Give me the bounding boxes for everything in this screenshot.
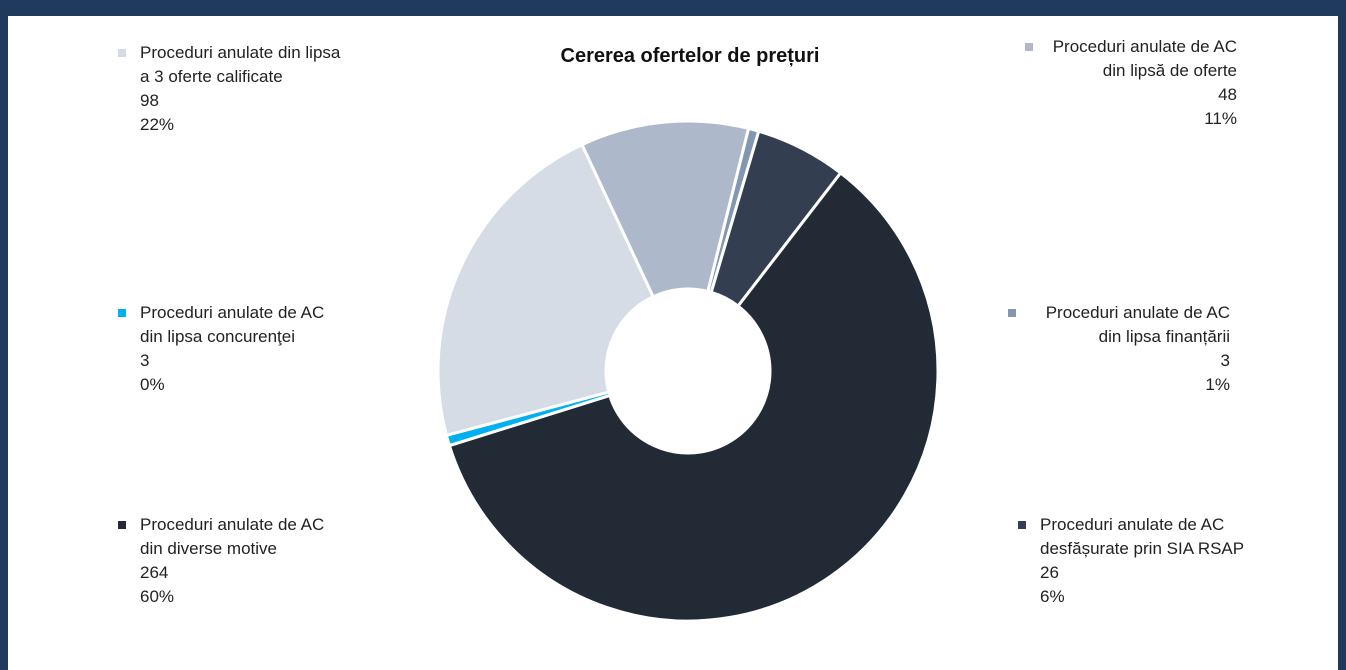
label-percent: 60% [140, 587, 175, 606]
label-percent: 11% [1204, 109, 1237, 128]
legend-marker [118, 521, 126, 529]
label-value: 3 [1220, 351, 1230, 370]
label-name: Proceduri anulate de AC desfășurate prin… [1040, 515, 1245, 558]
label-value: 264 [140, 563, 169, 582]
donut-slice [579, 119, 751, 299]
label-value: 3 [140, 351, 150, 370]
legend-marker [118, 49, 126, 57]
data-label: Proceduri anulate din lipsa a 3 oferte c… [140, 41, 345, 137]
data-label: Proceduri anulate de AC din lipsa concur… [140, 301, 345, 397]
label-percent: 22% [140, 115, 175, 134]
label-name: Proceduri anulate de AC din diverse moti… [140, 515, 325, 558]
label-percent: 1% [1205, 375, 1230, 394]
legend-marker [1008, 309, 1016, 317]
label-name: Proceduri anulate din lipsa a 3 oferte c… [140, 43, 341, 86]
donut-slice [436, 142, 656, 438]
label-name: Proceduri anulate de AC din lipsă de ofe… [1052, 37, 1237, 80]
label-value: 48 [1218, 85, 1237, 104]
data-label: Proceduri anulate de AC din diverse moti… [140, 513, 345, 609]
data-label: Proceduri anulate de AC din lipsă de ofe… [1032, 35, 1237, 131]
donut-slice [447, 170, 940, 623]
legend-marker [1018, 521, 1026, 529]
legend-marker [118, 309, 126, 317]
data-label: Proceduri anulate de AC din lipsa finanț… [1025, 301, 1230, 397]
data-label: Proceduri anulate de AC desfășurate prin… [1040, 513, 1245, 609]
legend-marker [1025, 43, 1033, 51]
label-percent: 6% [1040, 587, 1065, 606]
label-value: 26 [1040, 563, 1059, 582]
chart-title: Cererea ofertelor de prețuri [561, 45, 820, 67]
label-value: 98 [140, 91, 159, 110]
label-name: Proceduri anulate de AC din lipsa finanț… [1045, 303, 1230, 346]
label-percent: 0% [140, 375, 165, 394]
label-name: Proceduri anulate de AC din lipsa concur… [140, 303, 325, 346]
